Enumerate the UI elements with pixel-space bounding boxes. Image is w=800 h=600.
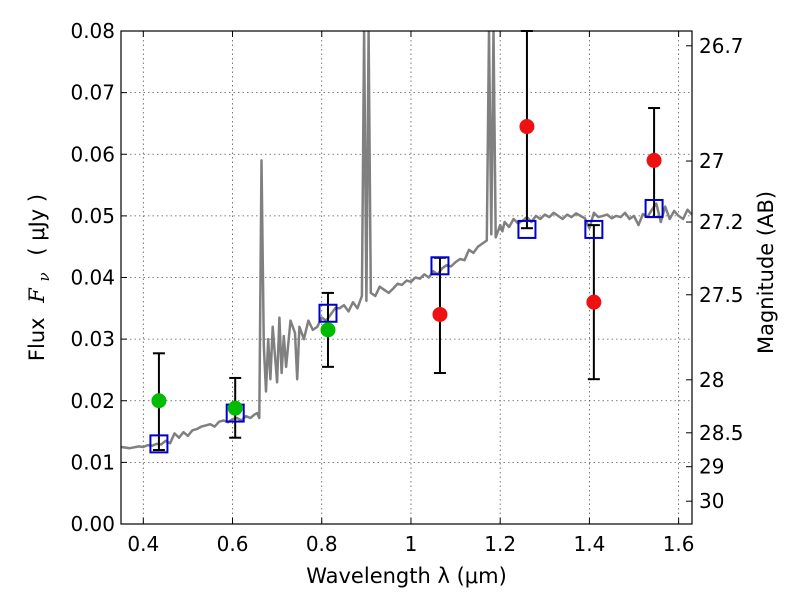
y-axis-title-symbol: F [25, 287, 49, 304]
model-photometry-marker [430, 256, 450, 276]
y2-axis-title: Magnitude (AB) [754, 191, 778, 354]
magnitude-tick-label: 27 [699, 149, 724, 173]
y-tick-label: 0.06 [70, 142, 115, 166]
x-tick-label: 1.4 [573, 532, 605, 556]
model-photometry-marker [644, 198, 664, 218]
errorbar-layer [152, 30, 661, 452]
x-axis-title: Wavelength λ (μm) [306, 564, 507, 588]
y-tick-label: 0.00 [70, 512, 115, 536]
spectrum-line [121, 31, 692, 450]
y-tick-label: 0.01 [70, 450, 115, 474]
non-detection-marker [586, 294, 602, 310]
non-detection-marker [646, 152, 662, 168]
y-tick-label: 0.03 [70, 327, 115, 351]
y-axis-title-unit: ( μJy ) [25, 194, 49, 256]
magnitude-tick-label: 27.2 [699, 210, 744, 234]
marker-layer [149, 119, 664, 454]
detection-marker [151, 393, 167, 409]
x-tick-label: 0.8 [306, 532, 338, 556]
x-tick-label: 0.6 [217, 532, 249, 556]
detection-marker [227, 400, 243, 416]
y-tick-label: 0.07 [70, 81, 115, 105]
non-detection-marker [432, 306, 448, 322]
model-photometry-marker [149, 434, 169, 454]
magnitude-tick-label: 28.5 [699, 421, 744, 445]
y-tick-label: 0.08 [70, 19, 115, 43]
non-detection-marker [519, 119, 535, 135]
x-tick-label: 0.4 [127, 532, 159, 556]
detection-marker [320, 322, 336, 338]
magnitude-tick-label: 28 [699, 368, 724, 392]
magnitude-tick-label: 26.7 [699, 34, 744, 58]
y-axis-title-subscript: ν [35, 272, 53, 281]
y-tick-label: 0.04 [70, 266, 115, 290]
magnitude-tick-label: 27.5 [699, 283, 744, 307]
model-photometry-marker [318, 303, 338, 323]
spectrum-layer [121, 31, 692, 450]
y-axis-title: Flux F ν ( μJy ) [25, 194, 54, 361]
model-photometry-marker [517, 219, 537, 239]
tick-layer: 0.4 0.6 0.8 1 1.2 1.4 1.6 0.00 0.01 0.02 0.03 0.04 0… [70, 19, 743, 556]
x-tick-label: 1 [405, 532, 418, 556]
x-tick-label: 1.6 [663, 532, 695, 556]
y-tick-label: 0.02 [70, 389, 115, 413]
y-tick-label: 0.05 [70, 204, 115, 228]
x-tick-label: 1.2 [484, 532, 516, 556]
model-photometry-marker [584, 219, 604, 239]
magnitude-tick-label: 29 [699, 455, 724, 479]
y-axis-title-prefix: Flux [25, 317, 49, 361]
magnitude-tick-label: 30 [699, 489, 724, 513]
grid [121, 31, 692, 524]
